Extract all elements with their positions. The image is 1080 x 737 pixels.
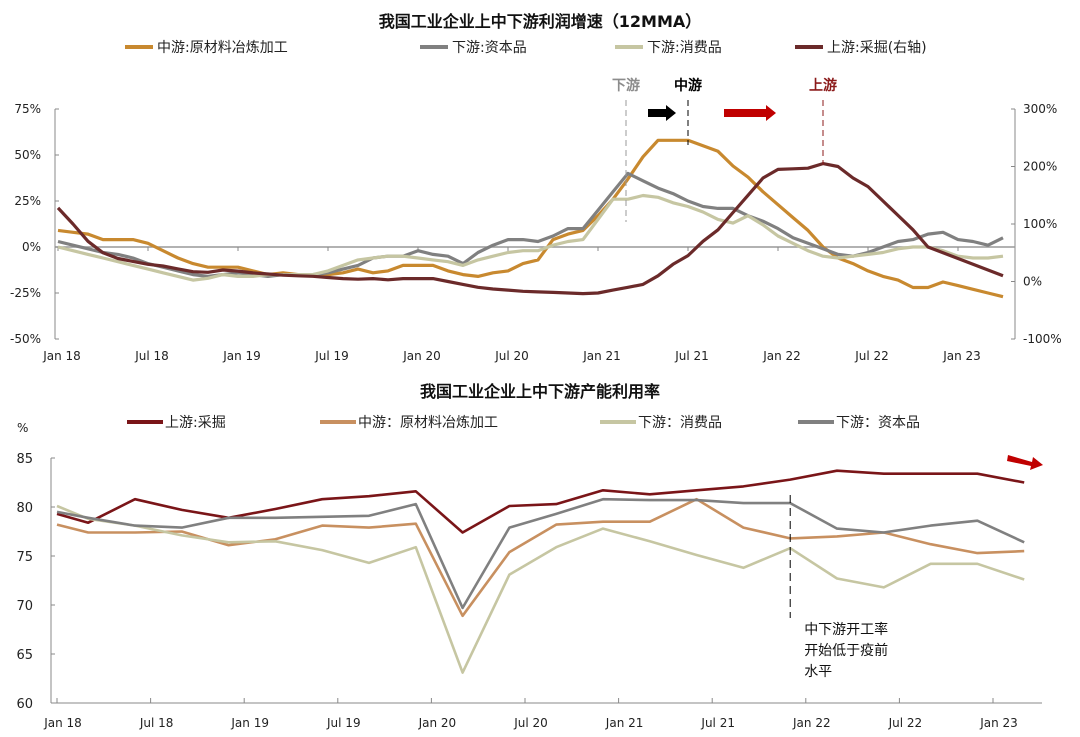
x-tick-label: Jul 21 [674, 349, 709, 363]
y-tick-label: 50% [14, 148, 41, 162]
x-tick-label: Jul 22 [888, 716, 923, 730]
y-tick-label: 75 [16, 550, 33, 565]
annotation-text: 开始低于疫前 [804, 642, 888, 659]
annotation-label: 上游 [809, 77, 837, 94]
x-tick-label: Jan 20 [418, 716, 457, 730]
y-tick-label: 65 [16, 648, 33, 663]
x-tick-label: Jul 19 [326, 716, 361, 730]
profit-growth-chart: 我国工业企业上中下游利润增速（12MMA） 中游:原材料冶炼加工 下游:资本品 下游:… [10, 12, 1062, 363]
y-tick-label: -50% [10, 332, 41, 346]
y-tick-label: 60 [16, 697, 33, 712]
chart-title: 我国工业企业上中下游产能利用率 [420, 382, 660, 401]
y-tick-label: 25% [14, 194, 41, 208]
x-tick-label: Jul 18 [134, 349, 169, 363]
y-unit-label: % [17, 421, 28, 435]
y-tick-label: 85 [16, 452, 33, 467]
y-right-tick-label: -100% [1023, 332, 1062, 346]
y-right-tick-label: 0% [1023, 275, 1042, 289]
annotation-label: 中游 [674, 77, 702, 94]
x-tick-label: Jul 20 [513, 716, 548, 730]
annotation-text: 水平 [804, 664, 832, 680]
x-tick-label: Jul 19 [314, 349, 349, 363]
x-tick-label: Jan 21 [582, 349, 621, 363]
x-tick-label: Jan 22 [762, 349, 801, 363]
legend-label: 中游:原材料冶炼加工 [157, 40, 288, 56]
x-tick-label: Jan 22 [792, 716, 831, 730]
y-tick-label: 0% [22, 240, 41, 254]
x-tick-label: Jan 19 [230, 716, 269, 730]
y-tick-label: 70 [16, 599, 33, 614]
legend-label: 下游：资本品 [836, 415, 920, 431]
arrow-right-icon [724, 105, 776, 121]
x-tick-label: Jan 18 [43, 716, 82, 730]
arrow-right-icon [648, 105, 676, 121]
x-tick-label: Jul 20 [494, 349, 529, 363]
series-line-0 [56, 469, 1025, 534]
chart-title: 我国工业企业上中下游利润增速（12MMA） [379, 12, 702, 31]
y-tick-label: -25% [10, 286, 41, 300]
y-right-tick-label: 300% [1023, 102, 1057, 116]
y-right-tick-label: 200% [1023, 160, 1057, 174]
series-line-3 [56, 497, 1025, 610]
x-tick-label: Jan 23 [942, 349, 981, 363]
series-line-2 [57, 193, 1004, 282]
arrow-down-right-icon [1007, 455, 1043, 470]
y-right-tick-label: 100% [1023, 217, 1057, 231]
legend-label: 中游：原材料冶炼加工 [358, 415, 498, 431]
series-line-0 [57, 138, 1004, 299]
legend-label: 上游:采掘(右轴) [827, 40, 927, 56]
series-line-2 [56, 504, 1025, 674]
x-tick-label: Jul 18 [139, 716, 174, 730]
legend-label: 下游:消费品 [647, 40, 722, 56]
x-tick-label: Jan 18 [42, 349, 81, 363]
x-tick-label: Jul 21 [700, 716, 735, 730]
legend-label: 下游：消费品 [638, 415, 722, 431]
x-tick-label: Jan 21 [605, 716, 644, 730]
legend-label: 上游:采掘 [165, 415, 226, 431]
y-tick-label: 75% [14, 102, 41, 116]
y-tick-label: 80 [16, 501, 33, 516]
annotation-text: 中下游开工率 [804, 621, 888, 638]
x-tick-label: Jul 22 [854, 349, 889, 363]
annotation-label: 下游 [612, 77, 640, 94]
x-tick-label: Jan 19 [222, 349, 261, 363]
series-line-3 [56, 162, 1004, 296]
x-tick-label: Jan 23 [979, 716, 1018, 730]
legend-label: 下游:资本品 [452, 40, 527, 56]
x-tick-label: Jan 20 [402, 349, 441, 363]
